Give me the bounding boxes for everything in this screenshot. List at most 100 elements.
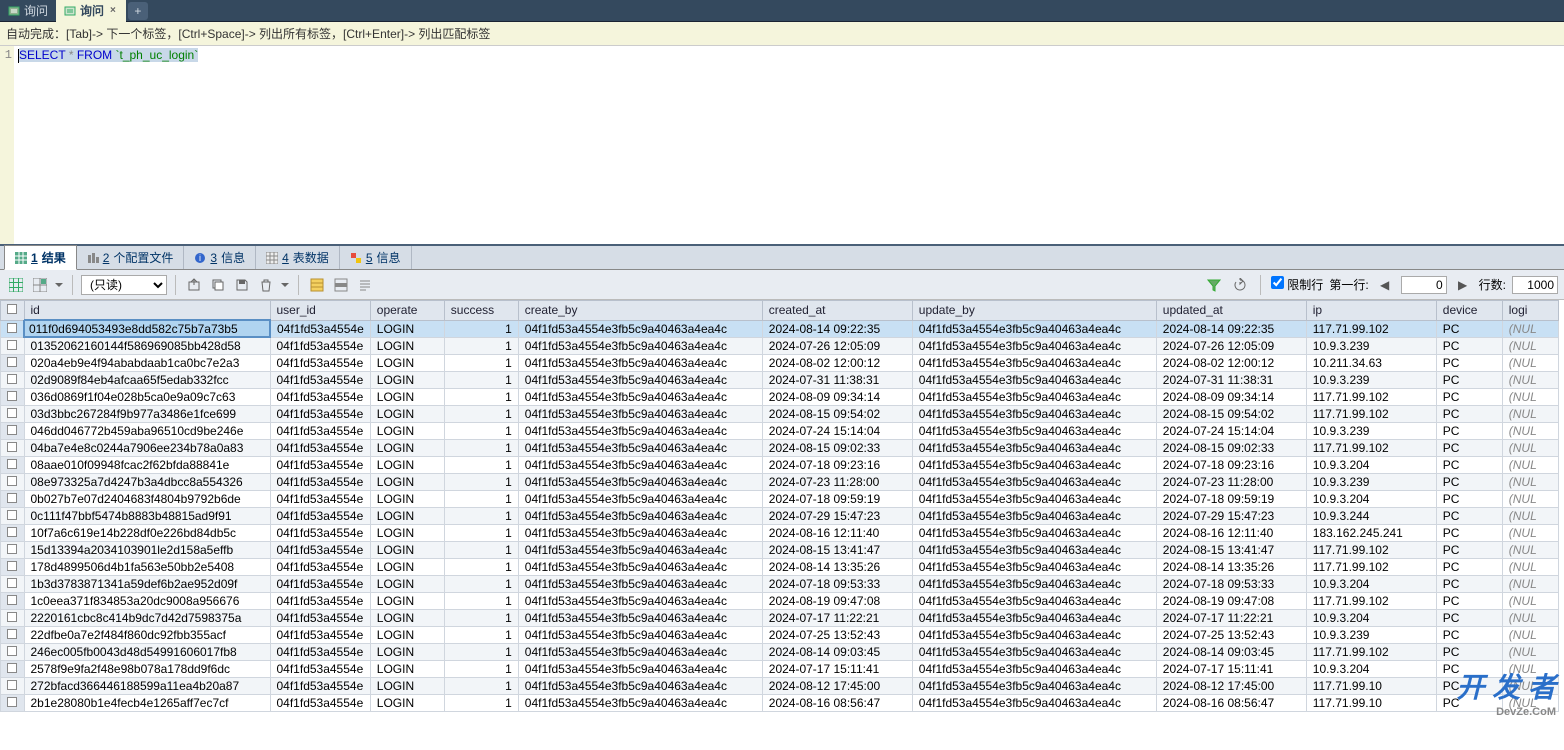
cell-ip[interactable]: 117.71.99.102	[1306, 320, 1436, 337]
cell-user-id[interactable]: 04f1fd53a4554e	[270, 320, 370, 337]
cell-login[interactable]: (NUL	[1502, 661, 1558, 678]
cell-updated-at[interactable]: 2024-07-25 13:52:43	[1156, 627, 1306, 644]
column-header-user_id[interactable]: user_id	[270, 301, 370, 321]
cell-ip[interactable]: 10.9.3.239	[1306, 474, 1436, 491]
cell-login[interactable]: (NUL	[1502, 406, 1558, 423]
cell-operate[interactable]: LOGIN	[370, 576, 444, 593]
cell-create-by[interactable]: 04f1fd53a4554e3fb5c9a40463a4ea4c	[518, 474, 762, 491]
row-checkbox[interactable]	[1, 661, 25, 678]
cell-update-by[interactable]: 04f1fd53a4554e3fb5c9a40463a4ea4c	[912, 406, 1156, 423]
filter-button[interactable]	[1204, 275, 1224, 295]
cell-success[interactable]: 1	[444, 525, 518, 542]
cell-device[interactable]: PC	[1436, 576, 1502, 593]
export-button[interactable]	[184, 275, 204, 295]
cell-id[interactable]: 020a4eb9e4f94ababdaab1ca0bc7e2a3	[24, 355, 270, 372]
cell-success[interactable]: 1	[444, 559, 518, 576]
cell-success[interactable]: 1	[444, 491, 518, 508]
cell-user-id[interactable]: 04f1fd53a4554e	[270, 406, 370, 423]
cell-device[interactable]: PC	[1436, 678, 1502, 695]
dropdown-icon[interactable]	[280, 275, 290, 295]
cell-updated-at[interactable]: 2024-08-14 09:03:45	[1156, 644, 1306, 661]
cell-update-by[interactable]: 04f1fd53a4554e3fb5c9a40463a4ea4c	[912, 457, 1156, 474]
cell-user-id[interactable]: 04f1fd53a4554e	[270, 355, 370, 372]
cell-create-by[interactable]: 04f1fd53a4554e3fb5c9a40463a4ea4c	[518, 644, 762, 661]
add-tab-button[interactable]: +	[128, 2, 148, 20]
cell-operate[interactable]: LOGIN	[370, 559, 444, 576]
cell-user-id[interactable]: 04f1fd53a4554e	[270, 525, 370, 542]
cell-user-id[interactable]: 04f1fd53a4554e	[270, 372, 370, 389]
column-header-logi[interactable]: logi	[1502, 301, 1558, 321]
cell-id[interactable]: 04ba7e4e8c0244a7906ee234b78a0a83	[24, 440, 270, 457]
cell-updated-at[interactable]: 2024-08-14 13:35:26	[1156, 559, 1306, 576]
cell-id[interactable]: 22dfbe0a7e2f484f860dc92fbb355acf	[24, 627, 270, 644]
cell-ip[interactable]: 10.9.3.239	[1306, 337, 1436, 355]
cell-operate[interactable]: LOGIN	[370, 457, 444, 474]
cell-created-at[interactable]: 2024-07-17 15:11:41	[762, 661, 912, 678]
cell-login[interactable]: (NUL	[1502, 337, 1558, 355]
cell-update-by[interactable]: 04f1fd53a4554e3fb5c9a40463a4ea4c	[912, 610, 1156, 627]
row-checkbox[interactable]	[1, 610, 25, 627]
cell-created-at[interactable]: 2024-08-16 08:56:47	[762, 695, 912, 712]
cell-device[interactable]: PC	[1436, 525, 1502, 542]
cell-operate[interactable]: LOGIN	[370, 644, 444, 661]
cell-ip[interactable]: 10.9.3.204	[1306, 661, 1436, 678]
cell-login[interactable]: (NUL	[1502, 678, 1558, 695]
cell-created-at[interactable]: 2024-08-09 09:34:14	[762, 389, 912, 406]
save-button[interactable]	[232, 275, 252, 295]
column-header-ip[interactable]: ip	[1306, 301, 1436, 321]
cell-login[interactable]: (NUL	[1502, 695, 1558, 712]
cell-ip[interactable]: 10.211.34.63	[1306, 355, 1436, 372]
cell-created-at[interactable]: 2024-08-15 13:41:47	[762, 542, 912, 559]
cell-operate[interactable]: LOGIN	[370, 389, 444, 406]
cell-id[interactable]: 246ec005fb0043d48d54991606017fb8	[24, 644, 270, 661]
cell-success[interactable]: 1	[444, 423, 518, 440]
cell-ip[interactable]: 10.9.3.239	[1306, 372, 1436, 389]
cell-login[interactable]: (NUL	[1502, 644, 1558, 661]
first-row-input[interactable]	[1401, 276, 1447, 294]
cell-ip[interactable]: 117.71.99.102	[1306, 559, 1436, 576]
cell-create-by[interactable]: 04f1fd53a4554e3fb5c9a40463a4ea4c	[518, 389, 762, 406]
cell-updated-at[interactable]: 2024-08-02 12:00:12	[1156, 355, 1306, 372]
cell-created-at[interactable]: 2024-08-14 13:35:26	[762, 559, 912, 576]
cell-operate[interactable]: LOGIN	[370, 406, 444, 423]
table-row[interactable]: 178d4899506d4b1fa563e50bb2e540804f1fd53a…	[1, 559, 1559, 576]
cell-device[interactable]: PC	[1436, 593, 1502, 610]
view-row-button[interactable]	[331, 275, 351, 295]
cell-update-by[interactable]: 04f1fd53a4554e3fb5c9a40463a4ea4c	[912, 695, 1156, 712]
table-row[interactable]: 08e973325a7d4247b3a4dbcc8a55432604f1fd53…	[1, 474, 1559, 491]
cell-device[interactable]: PC	[1436, 508, 1502, 525]
close-icon[interactable]: ×	[108, 5, 118, 16]
cell-user-id[interactable]: 04f1fd53a4554e	[270, 593, 370, 610]
cell-login[interactable]: (NUL	[1502, 610, 1558, 627]
cell-device[interactable]: PC	[1436, 610, 1502, 627]
cell-created-at[interactable]: 2024-07-18 09:53:33	[762, 576, 912, 593]
cell-device[interactable]: PC	[1436, 695, 1502, 712]
cell-success[interactable]: 1	[444, 355, 518, 372]
cell-operate[interactable]: LOGIN	[370, 610, 444, 627]
cell-ip[interactable]: 117.71.99.10	[1306, 678, 1436, 695]
cell-success[interactable]: 1	[444, 320, 518, 337]
cell-operate[interactable]: LOGIN	[370, 474, 444, 491]
row-checkbox[interactable]	[1, 593, 25, 610]
cell-operate[interactable]: LOGIN	[370, 678, 444, 695]
cell-user-id[interactable]: 04f1fd53a4554e	[270, 559, 370, 576]
cell-update-by[interactable]: 04f1fd53a4554e3fb5c9a40463a4ea4c	[912, 627, 1156, 644]
cell-id[interactable]: 0b027b7e07d2404683f4804b9792b6de	[24, 491, 270, 508]
row-checkbox[interactable]	[1, 457, 25, 474]
cell-created-at[interactable]: 2024-08-15 09:54:02	[762, 406, 912, 423]
cell-create-by[interactable]: 04f1fd53a4554e3fb5c9a40463a4ea4c	[518, 695, 762, 712]
readonly-select[interactable]: (只读)	[81, 275, 167, 295]
cell-ip[interactable]: 10.9.3.204	[1306, 576, 1436, 593]
row-checkbox[interactable]	[1, 627, 25, 644]
cell-id[interactable]: 2220161cbc8c414b9dc7d42d7598375a	[24, 610, 270, 627]
cell-device[interactable]: PC	[1436, 406, 1502, 423]
table-row[interactable]: 02d9089f84eb4afcaa65f5edab332fcc04f1fd53…	[1, 372, 1559, 389]
cell-created-at[interactable]: 2024-07-26 12:05:09	[762, 337, 912, 355]
cell-created-at[interactable]: 2024-08-15 09:02:33	[762, 440, 912, 457]
cell-id[interactable]: 01352062160144f586969085bb428d58	[24, 337, 270, 355]
cell-create-by[interactable]: 04f1fd53a4554e3fb5c9a40463a4ea4c	[518, 406, 762, 423]
cell-operate[interactable]: LOGIN	[370, 372, 444, 389]
refresh-button[interactable]	[1230, 275, 1250, 295]
cell-user-id[interactable]: 04f1fd53a4554e	[270, 627, 370, 644]
cell-id[interactable]: 08aae010f09948fcac2f62bfda88841e	[24, 457, 270, 474]
